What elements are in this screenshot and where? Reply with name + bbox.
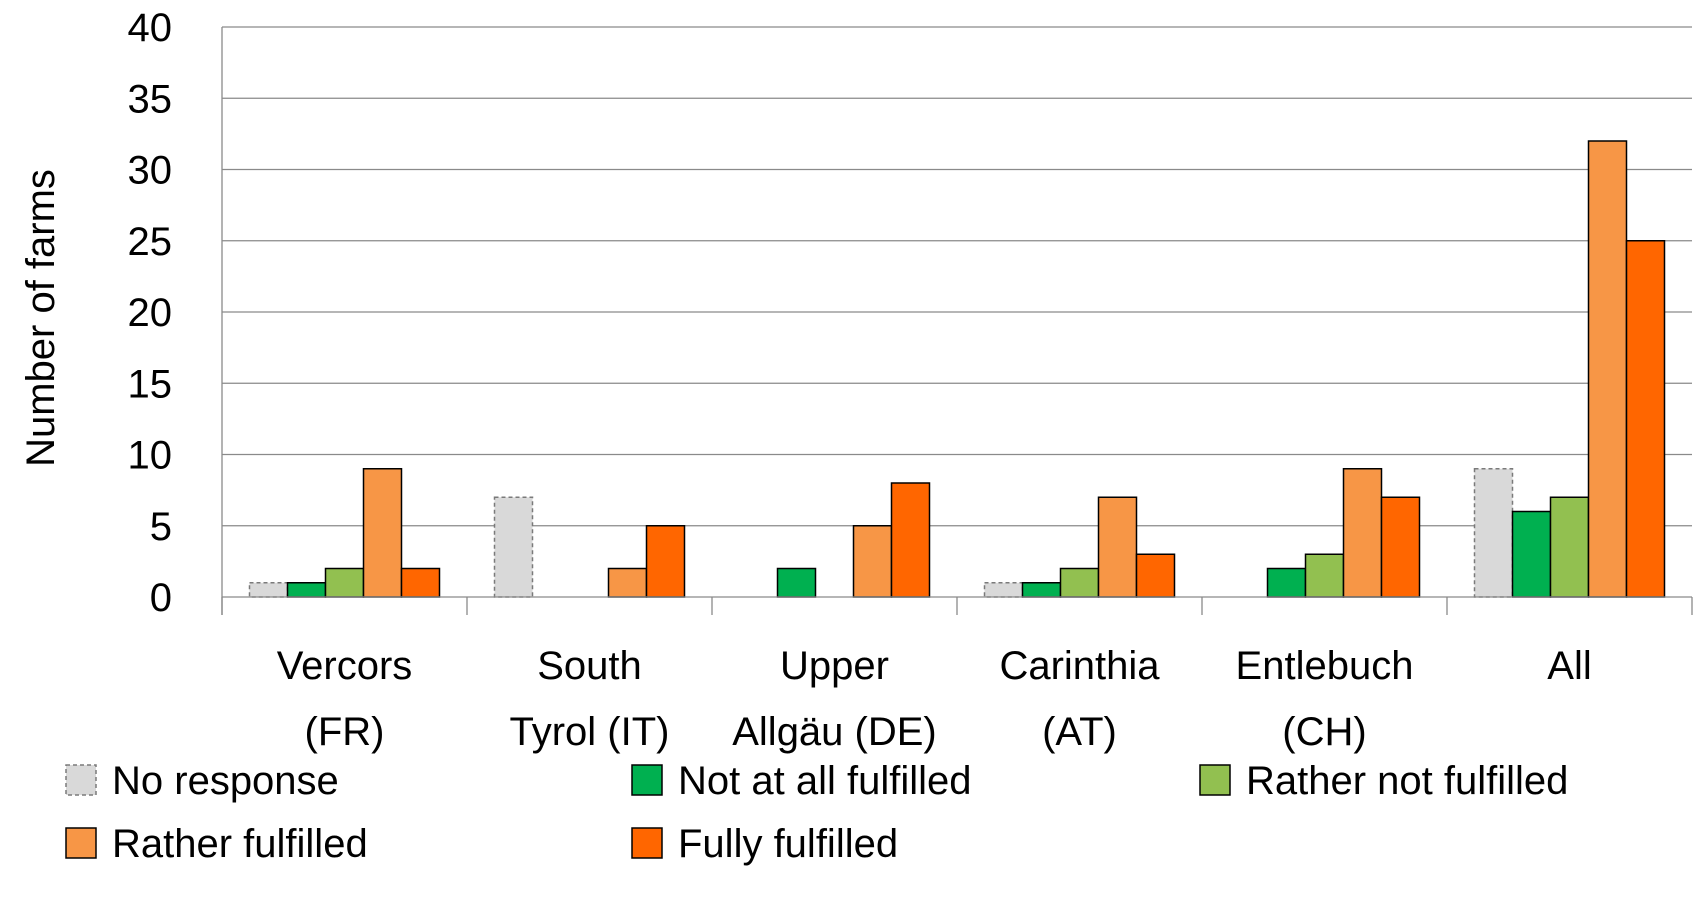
category-label: Vercors <box>277 644 413 688</box>
y-axis-ticks: 0 5 10 15 20 25 30 35 40 <box>128 6 173 620</box>
gridlines <box>222 26 1692 527</box>
bar <box>1135 553 1176 598</box>
category-label: All <box>1547 644 1591 688</box>
legend-label: Rather not fulfilled <box>1246 759 1568 803</box>
category-labels: Vercors (FR) South Tyrol (IT) Upper Allgäu (D… <box>277 644 1592 754</box>
legend-swatch <box>631 764 663 796</box>
category-label: (AT) <box>1042 710 1117 754</box>
bar <box>362 468 403 598</box>
category-label: South <box>537 644 642 688</box>
bar <box>1380 496 1421 598</box>
legend: No response Not at all fulfilled Rather no… <box>65 759 1568 866</box>
legend-swatch <box>65 764 97 796</box>
bar <box>1625 240 1666 598</box>
legend-label: Rather fulfilled <box>112 822 368 866</box>
y-tick-label: 35 <box>128 77 173 121</box>
y-tick-label: 15 <box>128 362 173 406</box>
bar <box>1266 567 1307 598</box>
y-axis-title: Number of farms <box>19 169 63 467</box>
y-tick-label: 30 <box>128 149 173 193</box>
bar <box>1059 567 1100 598</box>
legend-swatch <box>1199 764 1231 796</box>
y-tick-label: 5 <box>150 505 172 549</box>
y-tick-label: 10 <box>128 434 173 478</box>
category-label: Tyrol (IT) <box>510 710 670 754</box>
bar <box>852 525 893 598</box>
legend-label: No response <box>112 759 339 803</box>
category-label: Entlebuch <box>1236 644 1414 688</box>
bar <box>1549 496 1590 598</box>
bar <box>776 567 817 598</box>
legend-label: Not at all fulfilled <box>678 759 971 803</box>
bar <box>1511 510 1552 598</box>
bar <box>248 582 289 598</box>
y-tick-label: 0 <box>150 576 172 620</box>
y-tick-label: 40 <box>128 6 173 50</box>
category-label: (FR) <box>305 710 385 754</box>
bar <box>1021 582 1062 598</box>
bar <box>983 582 1024 598</box>
y-tick-label: 20 <box>128 291 173 335</box>
bar <box>286 582 327 598</box>
bars <box>248 140 1666 598</box>
bar <box>493 496 534 598</box>
legend-swatch <box>631 827 663 859</box>
category-label: Upper <box>780 644 889 688</box>
bar <box>324 567 365 598</box>
legend-label: Fully fulfilled <box>678 822 898 866</box>
legend-swatch <box>65 827 97 859</box>
category-label: (CH) <box>1282 710 1366 754</box>
y-tick-label: 25 <box>128 220 173 264</box>
bar <box>1342 468 1383 598</box>
bar <box>1587 140 1628 598</box>
bar <box>400 567 441 598</box>
bar <box>1473 468 1514 598</box>
bar <box>1304 553 1345 598</box>
category-label: Allgäu (DE) <box>732 710 937 754</box>
bar <box>890 482 931 598</box>
x-axis <box>221 27 1693 615</box>
bar <box>645 525 686 598</box>
category-label: Carinthia <box>999 644 1160 688</box>
bar <box>1097 496 1138 598</box>
bar <box>607 567 648 598</box>
